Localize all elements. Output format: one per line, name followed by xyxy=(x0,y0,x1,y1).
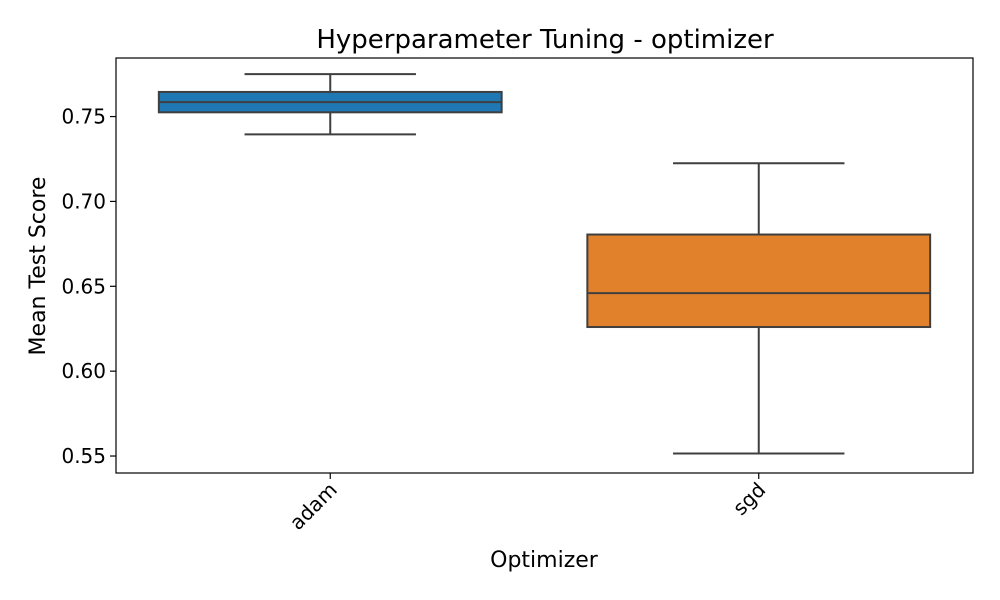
plot-frame xyxy=(115,57,974,474)
plot-area xyxy=(157,73,932,455)
y-tick-label: 0.65 xyxy=(61,274,106,298)
chart-title: Hyperparameter Tuning - optimizer xyxy=(316,25,774,55)
x-tick-label-adam: adam xyxy=(285,478,342,535)
iqr-box-sgd xyxy=(586,233,932,329)
y-tick-label: 0.55 xyxy=(61,444,106,468)
x-tick-label-sgd: sgd xyxy=(728,478,770,520)
y-tick-label: 0.75 xyxy=(61,105,106,129)
box-sgd xyxy=(586,162,932,455)
y-tick-label: 0.60 xyxy=(61,359,106,383)
box-adam xyxy=(157,73,503,136)
y-axis: 0.55 0.60 0.65 0.70 0.75 xyxy=(61,105,116,468)
y-axis-label: Mean Test Score xyxy=(26,177,51,356)
x-axis-label: Optimizer xyxy=(490,548,599,573)
x-axis: adam sgd xyxy=(285,473,770,535)
y-tick-label: 0.70 xyxy=(61,189,106,213)
